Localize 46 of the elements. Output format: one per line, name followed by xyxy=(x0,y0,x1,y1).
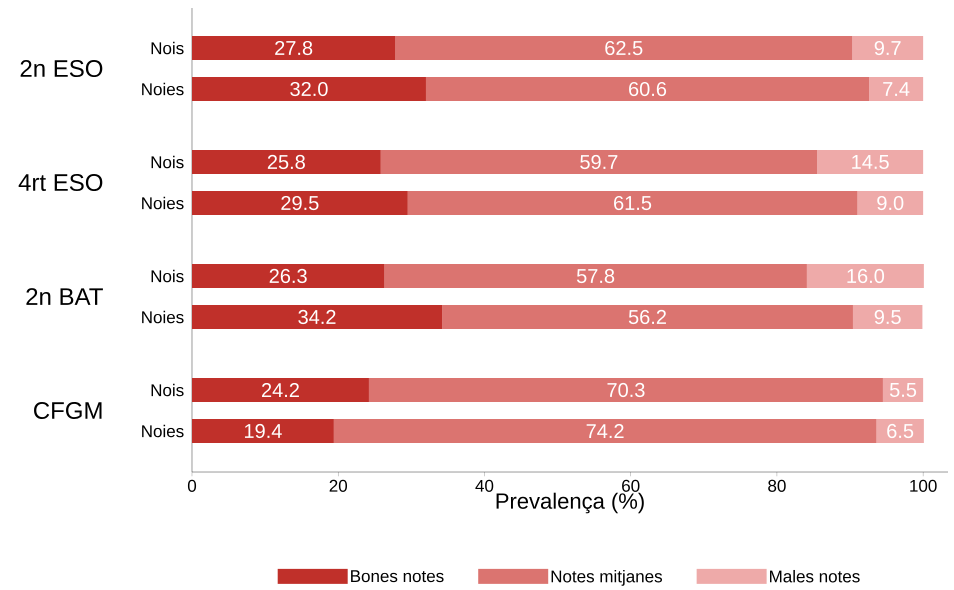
y-tick-label: Nois xyxy=(152,384,184,396)
data-label: 16.0 xyxy=(847,268,884,284)
data-label: 5.5 xyxy=(890,383,916,397)
y-tick-label: Nois xyxy=(152,270,184,282)
data-label: 9.5 xyxy=(874,310,901,324)
data-label: 59.7 xyxy=(580,154,618,170)
x-tick-label: 80 xyxy=(768,480,786,492)
x-tick-label: 0 xyxy=(188,480,196,492)
data-label: 27.8 xyxy=(275,40,312,56)
x-axis-title: Prevalença (%) xyxy=(496,492,644,514)
data-label: 14.5 xyxy=(852,155,889,169)
text: 2n BAT xyxy=(26,288,103,305)
text: CFGM xyxy=(34,402,102,419)
data-label: 29.5 xyxy=(281,196,318,210)
data-label: 7.4 xyxy=(883,82,910,96)
data-label: 9.0 xyxy=(877,196,904,210)
data-label: 56.2 xyxy=(628,310,666,324)
x-tick-label: 20 xyxy=(330,480,348,492)
data-label: 24.2 xyxy=(262,383,299,397)
y-tick-label: Noies xyxy=(142,424,184,438)
x-tick-label: 60 xyxy=(622,480,640,492)
legend-label: Notes mitjanes xyxy=(552,570,662,586)
data-label: 62.5 xyxy=(605,40,642,56)
data-label: 74.2 xyxy=(586,424,624,438)
data-label: 19.4 xyxy=(244,424,282,438)
data-label: 34.2 xyxy=(298,310,336,324)
data-label: 26.3 xyxy=(270,268,307,284)
data-label: 25.8 xyxy=(268,154,305,170)
legend-label: Bones notes xyxy=(351,570,444,582)
y-tick-label: Noies xyxy=(142,82,184,96)
legend-label: Males notes xyxy=(770,570,860,582)
data-label: 6.5 xyxy=(887,424,914,438)
y-tick-label: Nois xyxy=(152,156,184,168)
data-label: 61.5 xyxy=(614,196,652,210)
data-label: 9.7 xyxy=(874,40,901,56)
data-label: 32.0 xyxy=(290,82,328,96)
y-tick-label: Noies xyxy=(142,310,184,324)
data-label: 60.6 xyxy=(629,82,666,96)
text: 2n ESO xyxy=(20,60,102,78)
y-tick-label: Noies xyxy=(142,196,184,210)
y-tick-label: Nois xyxy=(152,42,184,54)
data-label: 70.3 xyxy=(607,382,645,398)
x-tick-label: 40 xyxy=(475,480,494,492)
text: 4rt ESO xyxy=(18,174,102,192)
data-label: 57.8 xyxy=(576,268,614,284)
x-tick-label: 100 xyxy=(910,480,937,492)
